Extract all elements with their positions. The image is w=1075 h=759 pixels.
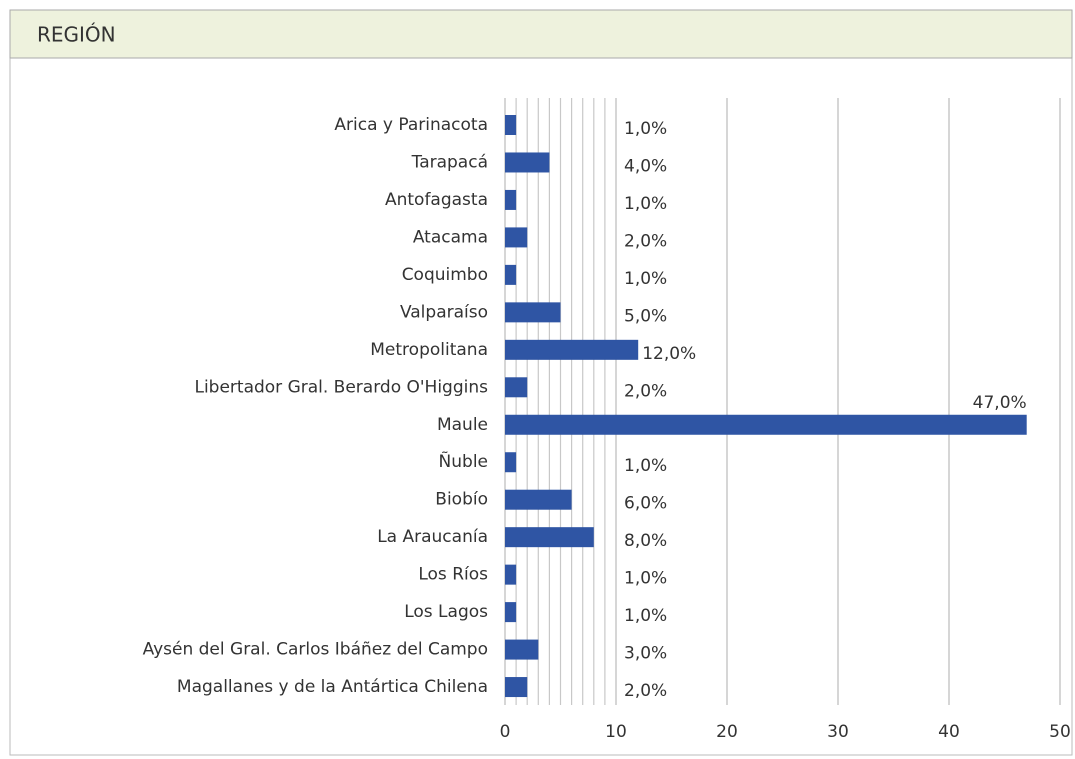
bar	[505, 564, 517, 585]
data-label: 1,0%	[624, 456, 667, 476]
y-tick-label: La Araucanía	[377, 527, 488, 547]
x-tick-label: 30	[827, 722, 849, 742]
y-tick-label: Atacama	[413, 227, 488, 247]
bar	[505, 452, 517, 473]
y-tick-label: Aysén del Gral. Carlos Ibáñez del Campo	[143, 640, 488, 660]
bar	[505, 264, 517, 285]
data-label: 8,0%	[624, 531, 667, 551]
x-tick-label: 40	[938, 722, 960, 742]
bar	[505, 339, 639, 360]
bar	[505, 489, 572, 510]
frame	[9, 9, 1073, 756]
data-label: 3,0%	[624, 644, 667, 664]
data-label: 12,0%	[642, 344, 696, 364]
x-tick-label: 10	[605, 722, 627, 742]
bar	[505, 115, 517, 135]
data-label: 1,0%	[624, 606, 667, 626]
x-tick-label: 20	[716, 722, 738, 742]
data-label: 1,0%	[624, 569, 667, 589]
y-tick-label: Biobío	[435, 490, 488, 510]
bar	[505, 227, 528, 248]
y-tick-label: Tarapacá	[411, 152, 488, 172]
data-label: 1,0%	[624, 119, 667, 139]
y-tick-label: Valparaíso	[400, 302, 488, 322]
bar	[505, 602, 517, 623]
data-label: 2,0%	[624, 681, 667, 701]
y-tick-label: Antofagasta	[385, 190, 488, 210]
chart-title: REGIÓN	[37, 23, 116, 47]
data-label: 47,0%	[973, 393, 1027, 413]
data-label: 1,0%	[624, 194, 667, 214]
data-label: 2,0%	[624, 231, 667, 251]
bar	[505, 527, 594, 548]
bar	[505, 152, 550, 173]
x-tick-label: 50	[1049, 722, 1071, 742]
header	[9, 9, 1073, 59]
bar	[505, 677, 528, 698]
data-label: 6,0%	[624, 494, 667, 514]
y-tick-label: Arica y Parinacota	[334, 115, 488, 135]
y-tick-label: Metropolitana	[370, 340, 488, 360]
data-label: 4,0%	[624, 156, 667, 176]
y-tick-label: Los Ríos	[418, 565, 488, 585]
data-label: 1,0%	[624, 269, 667, 289]
bar	[505, 414, 1027, 435]
y-tick-label: Libertador Gral. Berardo O'Higgins	[194, 377, 488, 397]
bar	[505, 377, 528, 398]
y-tick-label: Maule	[437, 415, 488, 435]
data-label: 2,0%	[624, 381, 667, 401]
x-tick-label: 0	[500, 722, 511, 742]
y-tick-label: Los Lagos	[404, 602, 488, 622]
y-tick-label: Magallanes y de la Antártica Chilena	[177, 677, 488, 697]
bar	[505, 189, 517, 210]
bar	[505, 639, 539, 660]
y-tick-label: Ñuble	[439, 450, 488, 472]
data-label: 5,0%	[624, 306, 667, 326]
bar	[505, 302, 561, 323]
y-tick-label: Coquimbo	[402, 265, 488, 285]
